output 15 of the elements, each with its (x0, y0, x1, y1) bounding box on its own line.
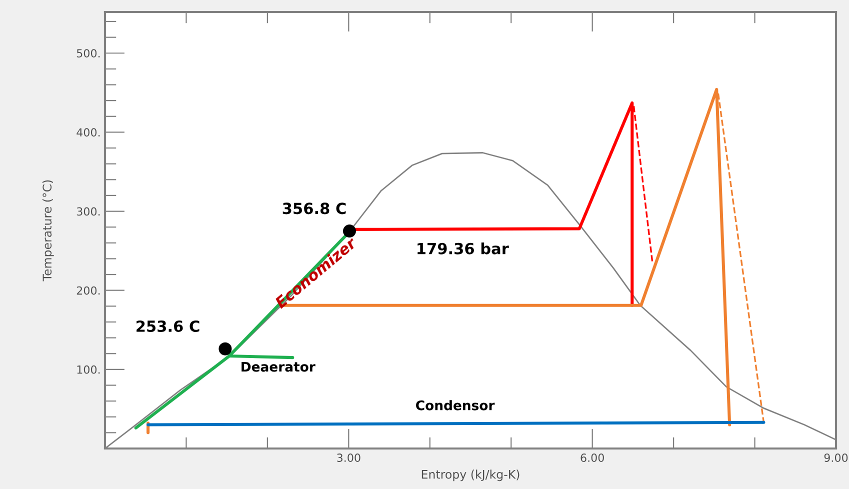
x-tick-label: 3.00 (337, 454, 360, 462)
annotation: Deaerator (242, 362, 316, 372)
y-tick-label: 300. (76, 207, 100, 216)
y-tick-label: 400. (76, 128, 100, 137)
annotation: 179.36 bar (418, 242, 509, 254)
annotation: 253.6 C (136, 320, 200, 332)
x-tick-label: 6.00 (580, 454, 604, 462)
y-tick-label: 100. (77, 365, 100, 374)
annotation: Condensor (416, 400, 495, 410)
x-tick-label: 9.00 (824, 454, 848, 462)
x-axis-title: Entropy (kJ/kg-K) (422, 470, 520, 482)
annotation: 356.8 C (282, 202, 346, 214)
y-axis-title: Temperature (°C) (42, 180, 54, 282)
y-tick-label: 200. (76, 286, 100, 295)
y-tick-label: 500. (76, 49, 100, 58)
